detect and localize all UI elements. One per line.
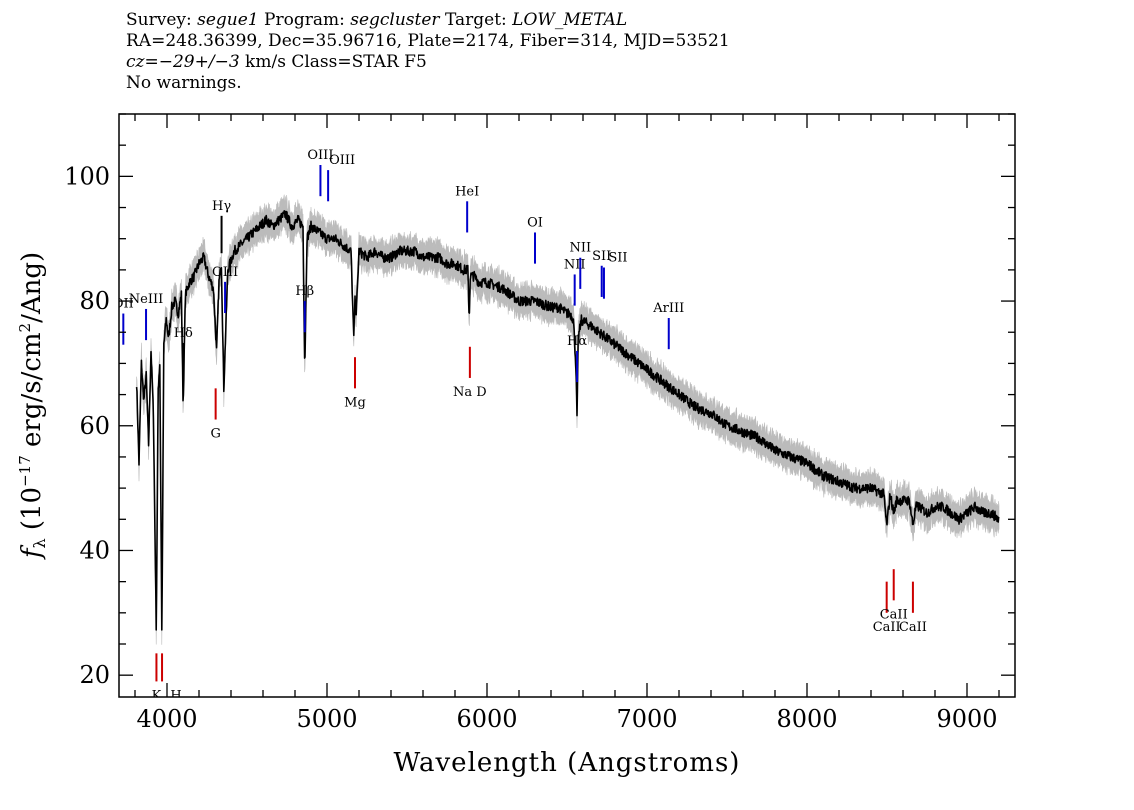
x-tick-label: 8000 [776, 705, 837, 733]
x-tick-label: 5000 [296, 705, 357, 733]
y-tick-label: 60 [79, 412, 110, 440]
line-label: Hγ [212, 199, 231, 214]
spectrum-header: Survey: segue1 Program: segcluster Targe… [126, 10, 730, 94]
coordinates-line: RA=248.36399, Dec=35.96716, Plate=2174, … [126, 31, 730, 51]
cz-value: −29+/−3 [158, 52, 240, 72]
program-label: Program: [264, 10, 345, 30]
cz-rest: km/s Class=STAR F5 [239, 52, 427, 72]
line-label: SII [608, 251, 627, 266]
y-label-pre: (10 [17, 487, 47, 539]
line-label: OIII [307, 148, 333, 163]
plot-frame [118, 113, 1016, 698]
line-label: Hβ [295, 284, 314, 299]
y-label-post: /Ang) [17, 252, 47, 323]
line-label: HeI [455, 184, 479, 199]
line-label: OI [527, 215, 543, 230]
line-label: NII [569, 241, 591, 256]
line-label: Hα [567, 334, 587, 349]
line-label: ArIII [652, 301, 684, 316]
axis-tick-labels: 4000 5000 6000 7000 8000 9000 20 40 60 80 100 [64, 162, 997, 733]
y-tick-label: 40 [79, 536, 110, 564]
x-tick-label: 6000 [456, 705, 517, 733]
program-value: segcluster [350, 10, 440, 30]
x-tick-label: 7000 [616, 705, 677, 733]
x-axis-label: Wavelength (Angstroms) [394, 748, 741, 778]
line-label: Hδ [174, 326, 193, 341]
line-label: OIII [329, 153, 355, 168]
line-label: CaII [880, 607, 908, 622]
y-label-mid: erg/s/cm [17, 332, 47, 455]
flux-line [135, 210, 1000, 631]
line-label: K [152, 688, 162, 703]
y-label-exp1: −17 [16, 455, 34, 487]
line-label: SII [592, 249, 611, 264]
line-label: Na D [453, 385, 487, 400]
y-label-sub: λ [30, 538, 49, 548]
line-label: H [170, 688, 181, 703]
target-label: Target: [444, 10, 507, 30]
line-label: CaII [873, 620, 901, 635]
flux-series [135, 210, 1000, 631]
line-label: G [210, 427, 220, 442]
redshift-line: cz=−29+/−3 km/s Class=STAR F5 [126, 52, 730, 73]
survey-line: Survey: segue1 Program: segcluster Targe… [126, 10, 730, 31]
y-tick-label: 100 [64, 162, 110, 190]
x-tick-label: 9000 [936, 705, 997, 733]
line-label: NII [564, 257, 586, 272]
y-axis-label: fλ (10−17 erg/s/cm2/Ang) [16, 252, 49, 560]
line-label: NeIII [129, 292, 163, 307]
line-label: OIII [212, 265, 238, 280]
error-band-area [136, 194, 1000, 645]
y-tick-label: 80 [79, 287, 110, 315]
axis-ticks [119, 113, 1015, 697]
x-tick-label: 4000 [136, 705, 197, 733]
y-tick-label: 20 [79, 661, 110, 689]
line-label: Mg [344, 395, 366, 410]
target-value: LOW_METAL [512, 10, 628, 30]
line-label: OII [113, 297, 134, 312]
warnings-line: No warnings. [126, 73, 242, 93]
cz-label: cz= [126, 52, 159, 72]
y-label-exp2: 2 [16, 323, 34, 333]
survey-label: Survey: [126, 10, 192, 30]
survey-value: segue1 [197, 10, 259, 30]
line-label: CaII [899, 620, 927, 635]
error-band [136, 194, 1000, 645]
